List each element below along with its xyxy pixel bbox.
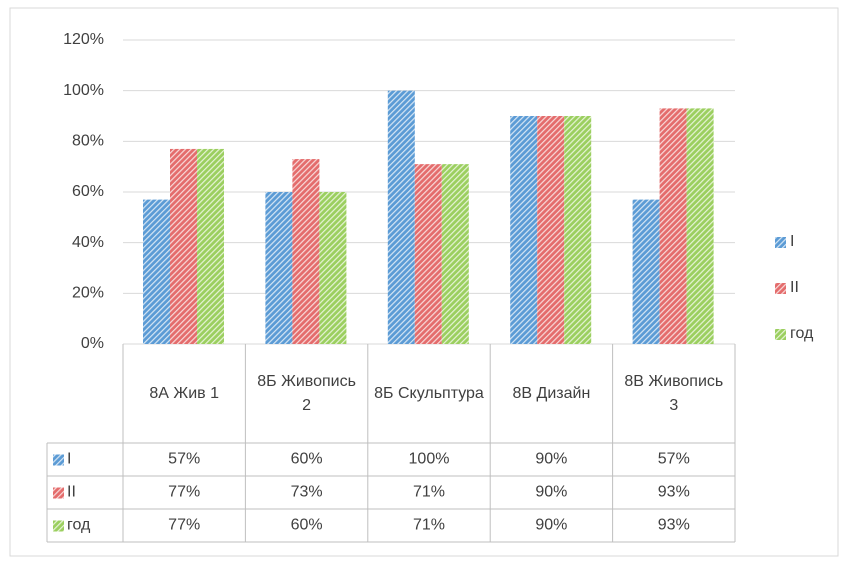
y-tick-label: 40%	[72, 234, 104, 251]
table-value: 77%	[168, 517, 200, 534]
table-value: 60%	[291, 517, 323, 534]
x-tick-label: 8В Живопись 3	[624, 372, 724, 414]
table-value: 93%	[658, 517, 690, 534]
legend-label: год	[790, 325, 814, 342]
legend-key	[775, 237, 786, 248]
bar	[659, 108, 687, 345]
bar	[292, 159, 320, 344]
table-value: 93%	[658, 484, 690, 501]
bar	[686, 108, 714, 345]
row-label: I	[67, 451, 71, 468]
legend-label: II	[790, 279, 799, 296]
table-value: 90%	[535, 484, 567, 501]
table-value: 90%	[535, 451, 567, 468]
y-tick-label: 20%	[72, 285, 104, 302]
bar	[441, 164, 469, 344]
bar	[414, 164, 442, 344]
category-cell: 8В Дизайн	[512, 384, 591, 402]
bar	[265, 192, 293, 344]
legend-key	[53, 454, 64, 466]
bar	[387, 90, 415, 345]
table-value: 71%	[413, 484, 445, 501]
y-tick-label: 0%	[81, 335, 104, 352]
bar	[632, 199, 660, 344]
category-cell: 8В Живопись 3	[624, 372, 724, 414]
y-tick-label: 100%	[63, 82, 104, 99]
table-value: 73%	[291, 484, 323, 501]
bar	[143, 199, 170, 344]
y-tick-label: 80%	[72, 133, 104, 150]
table-value: 77%	[168, 484, 200, 501]
table-value: 60%	[291, 451, 323, 468]
bar	[197, 148, 224, 344]
row-label: II	[67, 484, 76, 501]
bar	[510, 116, 538, 344]
bar	[564, 116, 592, 344]
legend-label: I	[790, 233, 794, 250]
category-cell: 8А Жив 1	[149, 384, 219, 402]
legend-key	[53, 520, 64, 532]
x-tick-label: 8А Жив 1	[149, 384, 219, 402]
table-value: 57%	[168, 451, 200, 468]
table-value: 57%	[658, 451, 690, 468]
x-tick-label: 8Б Живопись 2	[257, 372, 356, 414]
legend-key	[775, 329, 786, 340]
bar	[170, 148, 197, 344]
legend-key	[53, 487, 64, 499]
row-label: год	[67, 517, 91, 534]
x-tick-label: 8В Дизайн	[512, 384, 591, 402]
y-tick-label: 120%	[63, 31, 104, 48]
bar	[537, 116, 565, 344]
table-value: 71%	[413, 517, 445, 534]
y-tick-label: 60%	[72, 183, 104, 200]
x-tick-label: 8Б Скульптура	[374, 384, 484, 402]
table-value: 100%	[409, 451, 450, 468]
bar	[319, 192, 347, 344]
legend-key	[775, 283, 786, 294]
category-cell: 8Б Скульптура	[374, 384, 484, 402]
category-cell: 8Б Живопись 2	[257, 372, 356, 414]
table-value: 90%	[535, 517, 567, 534]
